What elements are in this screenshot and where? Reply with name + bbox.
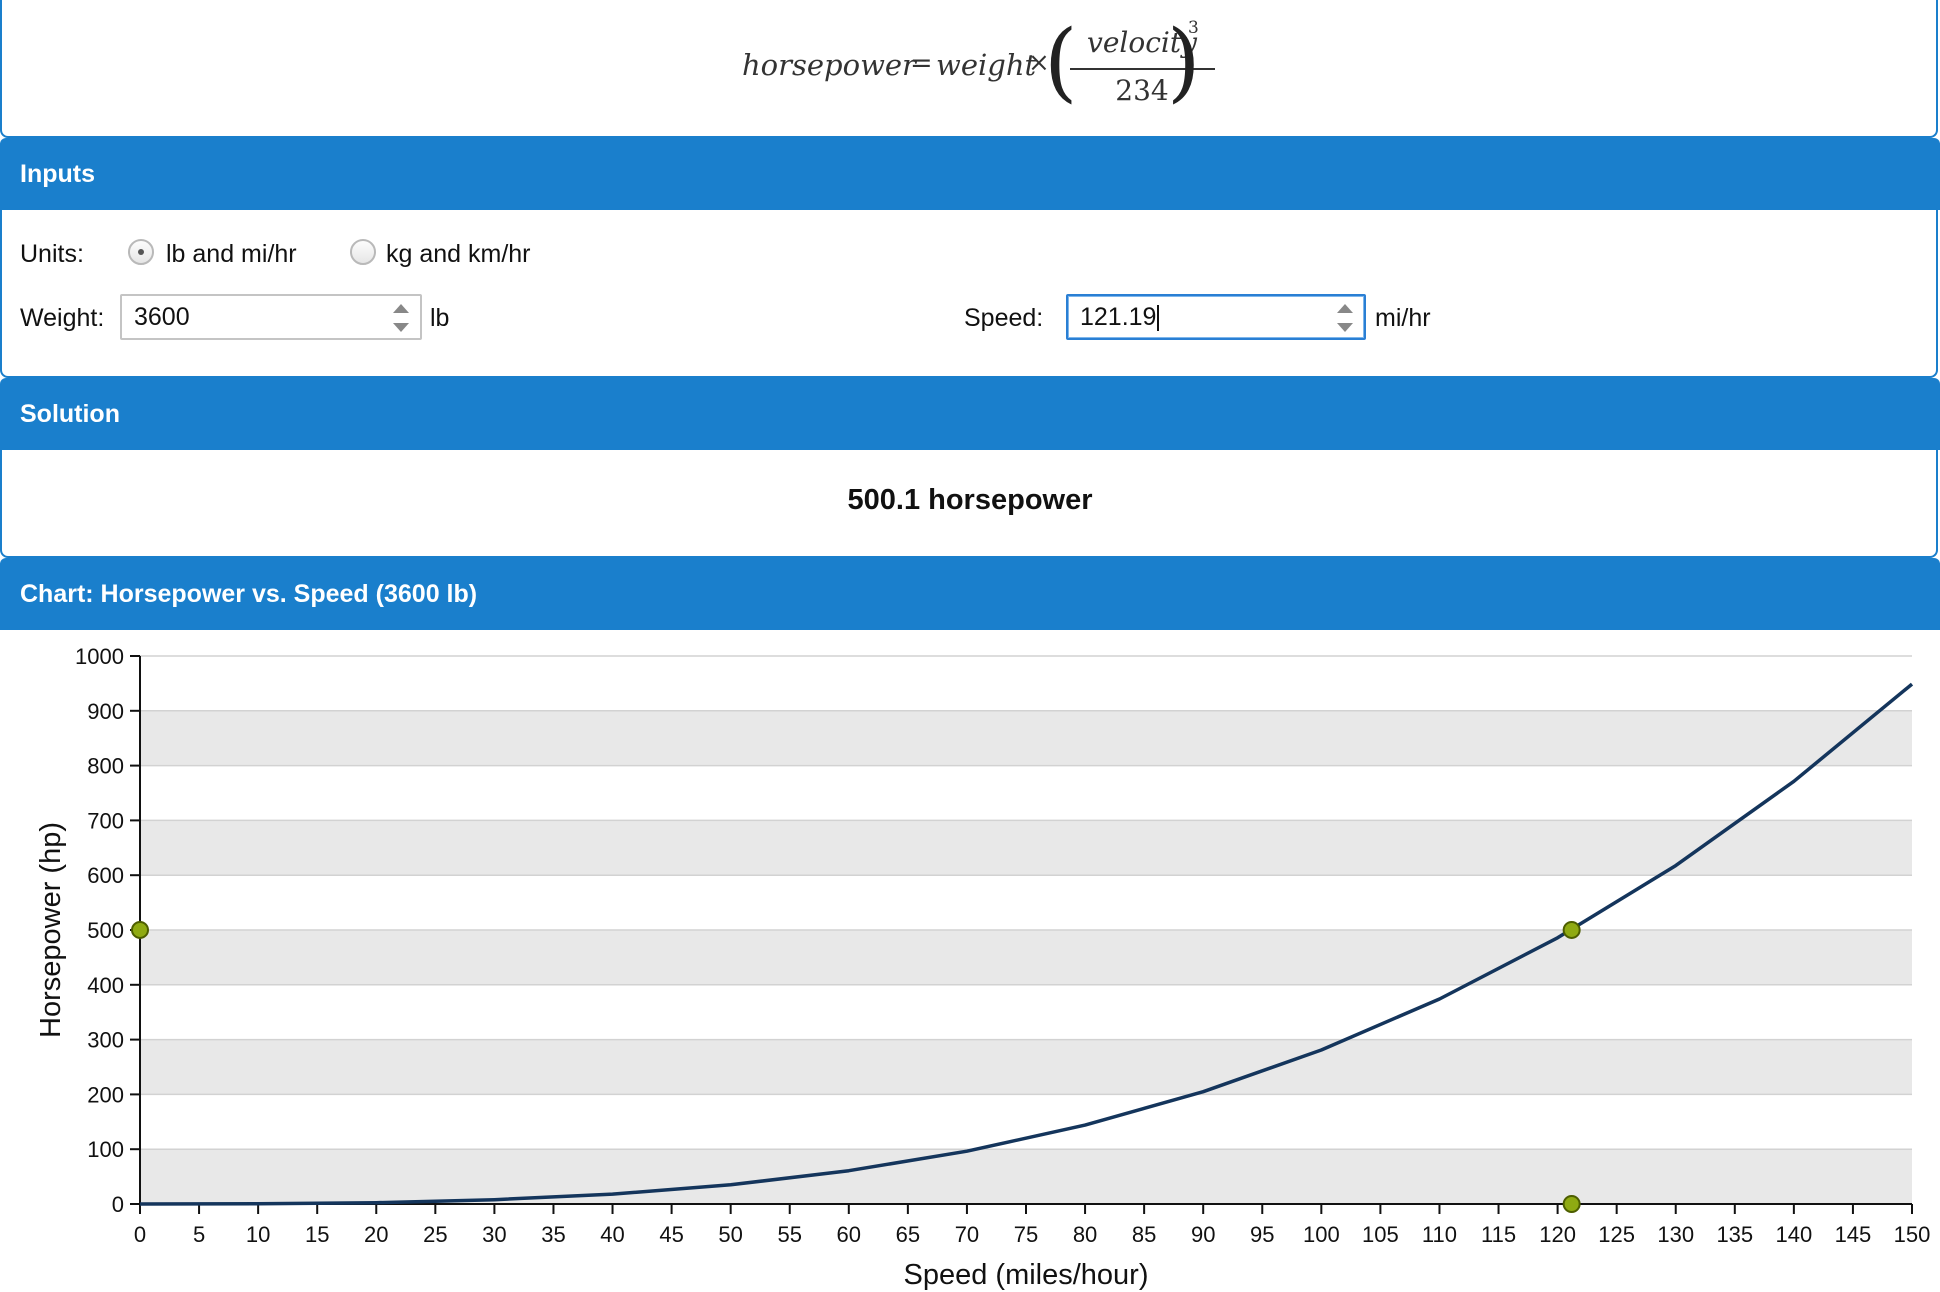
x-tick-label: 65	[896, 1222, 920, 1247]
weight-input[interactable]: 3600	[120, 294, 422, 340]
x-tick-label: 140	[1776, 1222, 1813, 1247]
stepper-up-icon[interactable]	[1337, 304, 1353, 313]
inputs-panel: Units: lb and mi/hr kg and km/hr Weight:…	[0, 210, 1938, 378]
x-tick-label: 105	[1362, 1222, 1399, 1247]
formula-denominator: 234	[1115, 74, 1169, 107]
y-tick-label: 1000	[75, 644, 124, 669]
y-tick-label: 900	[87, 699, 124, 724]
x-tick-label: 110	[1422, 1222, 1457, 1247]
formula-weight: weight	[936, 48, 1037, 82]
y-tick-label: 800	[87, 754, 124, 779]
y-tick-label: 400	[87, 973, 124, 998]
weight-stepper[interactable]	[392, 304, 410, 332]
data-point-marker	[1562, 1195, 1581, 1213]
formula-equals: =	[910, 48, 933, 79]
formula-panel: horsepower = weight × ( velocity 234 ) 3	[0, 0, 1938, 138]
speed-label: Speed:	[964, 304, 1044, 332]
unit-option-metric-label[interactable]: kg and km/hr	[386, 240, 531, 268]
formula-fraction-bar	[1070, 68, 1215, 70]
units-label: Units:	[20, 240, 84, 268]
x-tick-label: 145	[1835, 1222, 1872, 1247]
x-tick-label: 50	[718, 1222, 742, 1247]
x-tick-label: 150	[1894, 1222, 1931, 1247]
formula-right-paren: )	[1167, 12, 1201, 112]
grid-band	[140, 1149, 1912, 1204]
x-tick-label: 95	[1250, 1222, 1274, 1247]
grid-band	[140, 820, 1912, 876]
weight-label: Weight:	[20, 304, 105, 332]
x-tick-label: 115	[1481, 1222, 1516, 1247]
x-tick-label: 85	[1132, 1222, 1156, 1247]
inputs-header: Inputs	[0, 138, 1940, 210]
y-axis-title: Horsepower (hp)	[35, 822, 67, 1038]
weight-unit: lb	[430, 304, 450, 332]
grid-band	[140, 930, 1912, 985]
x-tick-label: 0	[134, 1222, 146, 1247]
y-tick-label: 0	[112, 1192, 124, 1217]
x-tick-label: 55	[777, 1222, 801, 1247]
formula-numerator: velocity	[1087, 26, 1197, 59]
x-tick-label: 100	[1303, 1222, 1340, 1247]
y-tick-label: 500	[87, 918, 124, 943]
x-tick-label: 125	[1598, 1222, 1635, 1247]
formula-exponent: 3	[1188, 18, 1199, 38]
grid-band	[140, 1039, 1912, 1095]
unit-radio-metric[interactable]	[350, 239, 376, 265]
data-point-marker	[1562, 920, 1581, 939]
y-tick-label: 200	[87, 1082, 124, 1107]
x-tick-label: 5	[193, 1222, 205, 1247]
x-tick-label: 60	[837, 1222, 861, 1247]
x-tick-label: 30	[482, 1222, 506, 1247]
x-tick-label: 15	[305, 1222, 329, 1247]
x-tick-label: 10	[246, 1222, 270, 1247]
formula-times: ×	[1028, 48, 1050, 78]
solution-header: Solution	[0, 378, 1940, 450]
x-axis-title: Speed (miles/hour)	[904, 1259, 1149, 1291]
x-tick-label: 40	[600, 1222, 624, 1247]
x-tick-label: 80	[1073, 1222, 1097, 1247]
x-tick-label: 35	[541, 1222, 565, 1247]
stepper-down-icon[interactable]	[393, 323, 409, 332]
solution-result: 500.1 horsepower	[847, 484, 1093, 516]
solution-panel	[0, 450, 1938, 558]
y-tick-label: 100	[87, 1137, 124, 1162]
x-tick-label: 25	[423, 1222, 447, 1247]
series-line	[139, 682, 1914, 1206]
speed-stepper[interactable]	[1336, 304, 1354, 332]
y-tick-label: 600	[87, 863, 124, 888]
x-tick-label: 120	[1539, 1222, 1576, 1247]
x-tick-label: 135	[1716, 1222, 1753, 1247]
x-tick-label: 70	[955, 1222, 979, 1247]
formula-lhs: horsepower	[742, 48, 916, 82]
x-tick-label: 75	[1014, 1222, 1038, 1247]
formula-left-paren: (	[1044, 12, 1078, 112]
y-tick-label: 300	[87, 1028, 124, 1053]
speed-input[interactable]: 121.19	[1066, 294, 1366, 340]
text-caret	[1157, 305, 1160, 332]
unit-radio-imperial[interactable]	[128, 239, 154, 265]
y-tick-label: 700	[87, 808, 124, 833]
chart-header: Chart: Horsepower vs. Speed (3600 lb)	[0, 558, 1940, 630]
x-tick-label: 20	[364, 1222, 388, 1247]
x-tick-label: 130	[1657, 1222, 1694, 1247]
stepper-up-icon[interactable]	[393, 304, 409, 313]
horsepower-chart: 0 100 200 300 400 500 600 700 800 900 1000 0 5 10 15 20…	[35, 644, 1931, 1291]
x-tick-label: 45	[659, 1222, 683, 1247]
weight-value: 3600	[134, 303, 190, 331]
x-tick-label: 90	[1191, 1222, 1215, 1247]
unit-option-imperial-label[interactable]: lb and mi/hr	[166, 240, 297, 268]
speed-unit: mi/hr	[1375, 304, 1431, 332]
speed-value: 121.19	[1080, 303, 1157, 331]
grid-band	[140, 710, 1912, 766]
stepper-down-icon[interactable]	[1337, 323, 1353, 332]
data-point-marker	[131, 920, 149, 939]
